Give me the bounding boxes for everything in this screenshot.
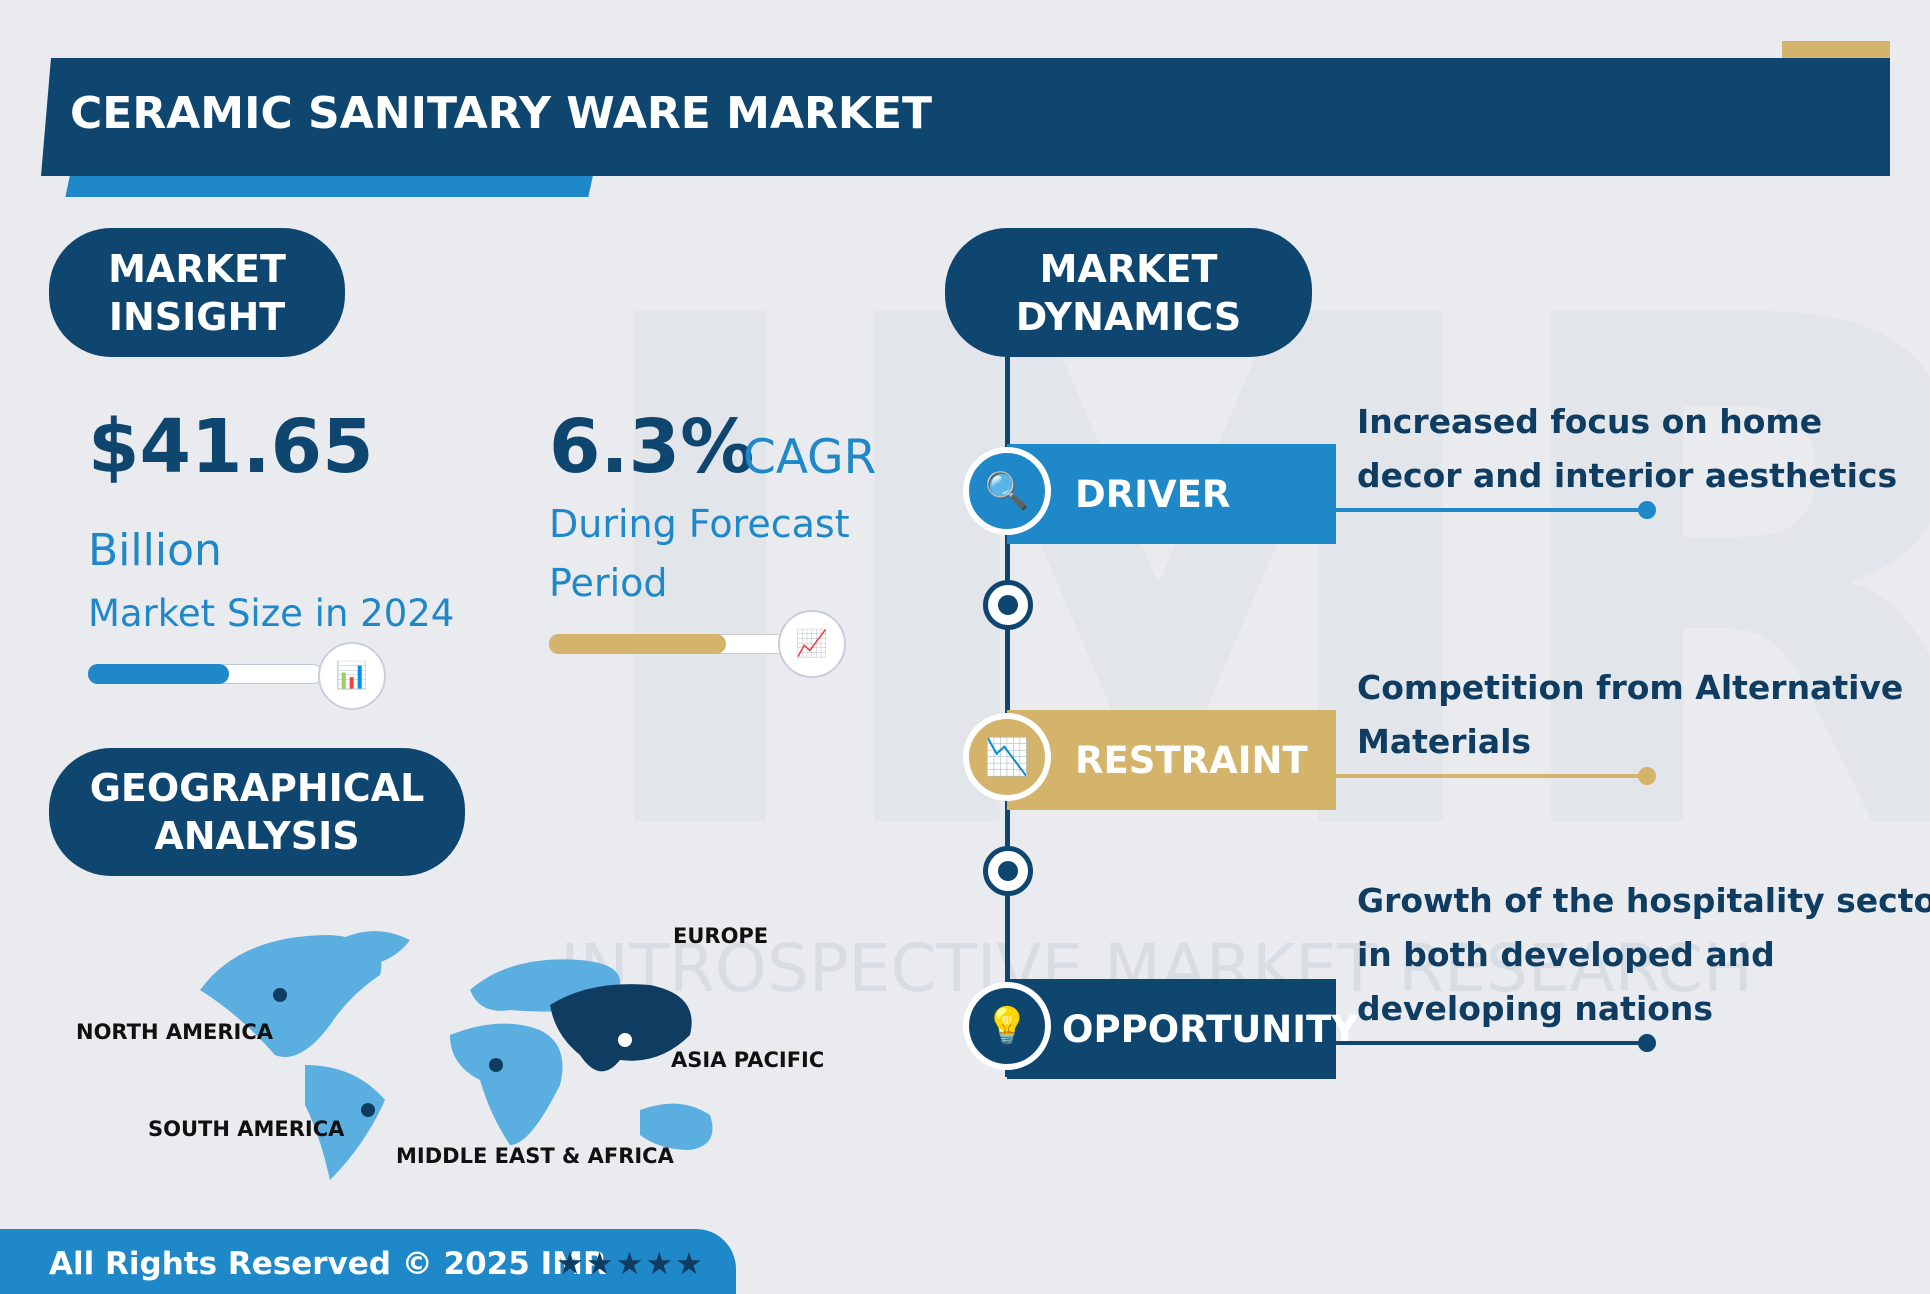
section-heading: MARKET DYNAMICS xyxy=(945,228,1312,357)
icon: 🔍 xyxy=(963,447,1051,535)
connector xyxy=(1336,1041,1647,1045)
timeline-node xyxy=(998,595,1018,615)
cagr-label: CAGR xyxy=(743,430,877,485)
progress-fill xyxy=(549,634,726,654)
icon: 💡 xyxy=(963,982,1051,1070)
connector-dot xyxy=(1638,767,1656,785)
dynamic-text: Increased focus on home decor and interi… xyxy=(1357,402,1898,495)
connector-dot xyxy=(1638,1034,1656,1052)
progress-fill xyxy=(88,664,229,684)
region-label: MIDDLE EAST & AFRICA xyxy=(396,1144,674,1168)
icon: 📉 xyxy=(963,713,1051,801)
connector xyxy=(1336,508,1647,512)
icon: 📊 xyxy=(318,642,386,710)
region-label: EUROPE xyxy=(673,924,769,948)
footer-text: All Rights Reserved © 2025 IMR xyxy=(49,1246,607,1282)
footer-bar xyxy=(0,1229,736,1294)
cagr-caption: During Forecast Period xyxy=(549,502,850,605)
section-heading: MARKET INSIGHT xyxy=(49,228,345,357)
header-bar xyxy=(41,58,1890,176)
region-label: SOUTH AMERICA xyxy=(148,1117,345,1141)
region-label: ASIA PACIFIC xyxy=(671,1048,825,1072)
dynamic-label: RESTRAINT xyxy=(1007,710,1336,810)
dynamic-label: DRIVER xyxy=(1007,444,1336,544)
accent xyxy=(1782,41,1890,61)
page-title: CERAMIC SANITARY WARE MARKET xyxy=(70,88,933,139)
market-size-caption: Market Size in 2024 xyxy=(88,592,455,635)
dynamic-text: Growth of the hospitality sector in both… xyxy=(1357,881,1930,1028)
market-size: $41.65 xyxy=(88,404,374,490)
world-map xyxy=(200,931,713,1180)
cagr-value: 6.3% xyxy=(549,404,755,490)
section-heading: GEOGRAPHICAL ANALYSIS xyxy=(49,748,465,876)
timeline-node xyxy=(998,861,1018,881)
region-label: NORTH AMERICA xyxy=(76,1020,274,1044)
connector xyxy=(1336,774,1647,778)
rating: ★★★★★ xyxy=(556,1246,705,1282)
dynamic-text: Competition from Alternative Materials xyxy=(1357,668,1904,761)
icon: 📈 xyxy=(778,610,846,678)
connector-dot xyxy=(1638,501,1656,519)
dynamic-label: OPPORTUNITY xyxy=(1007,979,1358,1079)
market-size-unit: Billion xyxy=(88,525,222,576)
